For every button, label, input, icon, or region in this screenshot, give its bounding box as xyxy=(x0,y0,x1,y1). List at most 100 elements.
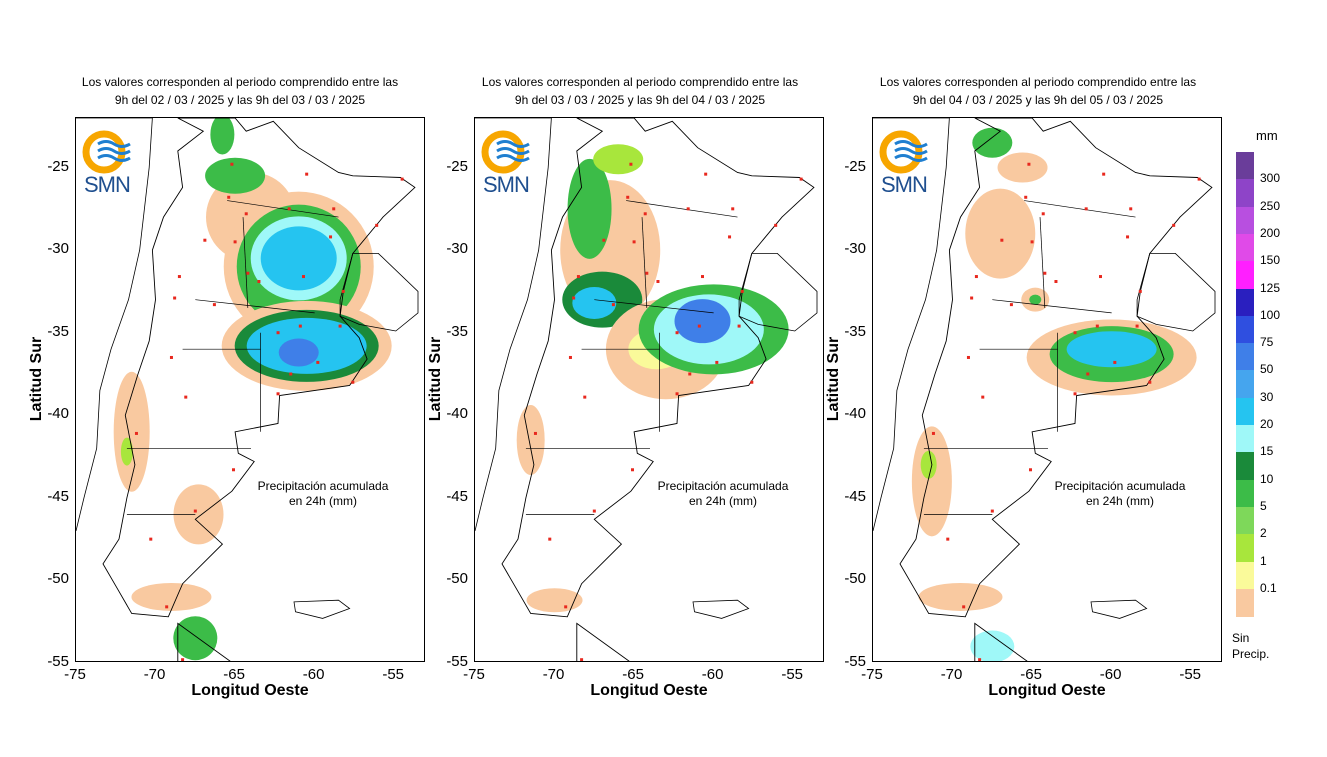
weather-station xyxy=(583,395,587,399)
weather-station xyxy=(981,395,985,399)
weather-station xyxy=(276,331,280,335)
province-line xyxy=(242,217,249,308)
map-svg xyxy=(76,118,419,661)
legend-label: 10 xyxy=(1260,471,1274,486)
map-panel-2: Los valores corresponden al periodo comp… xyxy=(440,0,840,757)
weather-station xyxy=(611,303,615,307)
weather-station xyxy=(572,296,576,300)
smn-logo-text: SMN xyxy=(84,172,131,197)
weather-station xyxy=(1030,240,1034,244)
weather-station xyxy=(974,275,978,279)
weather-station xyxy=(1073,392,1077,396)
legend-swatch xyxy=(1236,343,1254,371)
weather-station xyxy=(931,431,935,435)
title-line-1: Los valores corresponden al periodo comp… xyxy=(879,75,1197,89)
legend-label: 50 xyxy=(1260,362,1274,377)
precip-area xyxy=(113,371,150,492)
map-panel-3: Los valores corresponden al periodo comp… xyxy=(838,0,1238,757)
legend-label: 5 xyxy=(1260,498,1267,513)
precip-area xyxy=(1066,331,1157,368)
weather-station xyxy=(686,207,690,211)
argentina-border xyxy=(501,118,815,618)
weather-station xyxy=(287,207,291,211)
y-axis-label: Latitud Sur xyxy=(825,336,842,422)
y-tick-label: -30 xyxy=(446,240,468,258)
weather-station xyxy=(626,195,630,199)
y-tick-label: -35 xyxy=(446,322,468,340)
legend-label: 30 xyxy=(1260,389,1274,404)
smn-logo-icon xyxy=(82,130,131,174)
province-line xyxy=(594,299,714,314)
panel-title: Los valores corresponden al periodo comp… xyxy=(40,73,440,109)
legend-label: 300 xyxy=(1260,171,1281,186)
weather-station xyxy=(631,468,634,472)
weather-station xyxy=(184,395,188,399)
title-line-2: 9h del 03 / 03 / 2025 y las 9h del 04 / … xyxy=(514,93,766,107)
legend-swatch xyxy=(1236,261,1254,289)
pacific-coast xyxy=(475,118,552,531)
weather-station xyxy=(632,240,636,244)
precip-area xyxy=(572,286,617,319)
y-tick-label: -40 xyxy=(446,405,468,423)
weather-station xyxy=(548,537,552,541)
weather-station xyxy=(799,177,803,181)
weather-station xyxy=(688,372,692,376)
weather-station xyxy=(970,296,974,300)
precip-area xyxy=(278,338,319,367)
x-axis-label: Longitud Oeste xyxy=(590,682,708,699)
map-frame-3 xyxy=(872,117,1222,662)
weather-station xyxy=(193,509,197,513)
legend-swatch xyxy=(1236,206,1254,235)
legend-swatch xyxy=(1236,506,1254,535)
weather-station xyxy=(675,392,679,396)
weather-station xyxy=(656,280,660,283)
weather-station xyxy=(1073,331,1077,335)
weather-station xyxy=(580,658,584,661)
weather-station xyxy=(1138,289,1142,293)
legend-label: 15 xyxy=(1260,444,1274,459)
uruguay-border xyxy=(738,253,818,332)
smn-logo-icon xyxy=(481,130,530,174)
weather-station xyxy=(645,271,649,275)
x-axis-label: Longitud Oeste xyxy=(988,682,1106,699)
weather-station xyxy=(1148,380,1152,384)
weather-station xyxy=(1095,324,1099,328)
weather-station xyxy=(1172,223,1176,227)
smn-logo-text: SMN xyxy=(881,172,928,197)
precip-area xyxy=(674,299,731,344)
no-precip-line-2: Precip. xyxy=(1232,647,1270,661)
panel-title: Los valores corresponden al periodo comp… xyxy=(838,73,1238,109)
province-line xyxy=(992,299,1112,314)
weather-station xyxy=(134,431,138,435)
legend-label: 75 xyxy=(1260,335,1274,350)
malvinas-islands xyxy=(692,599,750,619)
weather-station xyxy=(1084,207,1088,211)
x-tick-label: -60 xyxy=(302,666,325,683)
weather-station xyxy=(750,380,754,384)
province-line xyxy=(641,217,648,308)
precip-note-2: Precipitación acumulada en 24h (mm) xyxy=(643,479,803,509)
province-line xyxy=(1039,217,1046,308)
precip-area xyxy=(120,437,133,466)
precip-area xyxy=(516,405,545,476)
y-tick-label: -45 xyxy=(47,487,69,505)
weather-station xyxy=(375,223,379,227)
weather-station xyxy=(564,605,568,609)
weather-station xyxy=(1086,372,1090,376)
y-axis-label: Latitud Sur xyxy=(427,336,444,422)
legend-label: 100 xyxy=(1260,307,1281,322)
y-tick-label: -45 xyxy=(446,487,468,505)
argentina-border xyxy=(899,118,1213,618)
weather-station xyxy=(568,355,572,359)
x-tick-label: -75 xyxy=(463,666,485,683)
weather-station xyxy=(203,238,207,242)
weather-station xyxy=(728,235,732,239)
precip-area xyxy=(972,127,1013,158)
legend-label: 20 xyxy=(1260,417,1274,431)
legend-label: 2 xyxy=(1260,526,1267,541)
precip-area xyxy=(920,450,937,479)
note-line-2: en 24h (mm) xyxy=(288,494,358,508)
weather-station xyxy=(400,177,404,181)
weather-station xyxy=(244,212,248,216)
x-tick-label: -75 xyxy=(64,666,86,683)
